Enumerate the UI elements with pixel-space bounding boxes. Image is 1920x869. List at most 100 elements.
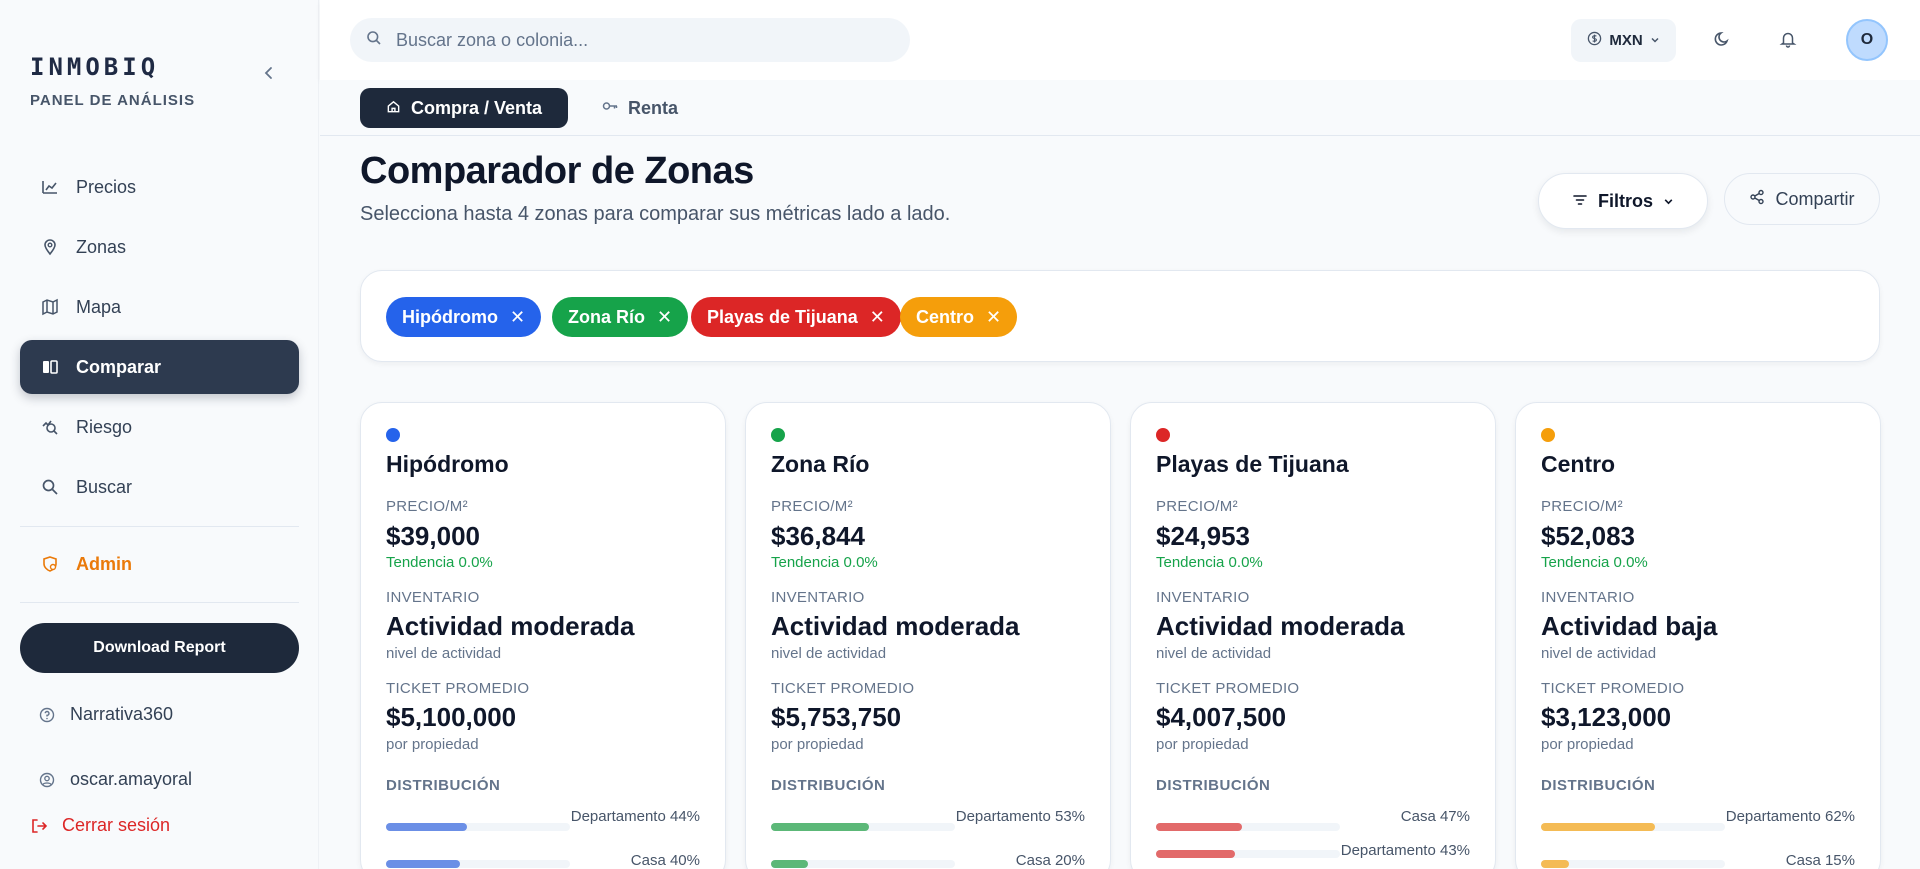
selected-zones-box: Hipódromo ✕ Zona Río ✕ Playas de Tijuana… <box>360 270 1880 362</box>
brand-logo: INMOBIQ <box>30 53 160 81</box>
price-value: $24,953 <box>1156 521 1250 551</box>
trend-value: Tendencia 0.0% <box>1541 554 1648 571</box>
inventory-note: nivel de actividad <box>1156 645 1272 662</box>
inventory-label: INVENTARIO <box>386 589 480 606</box>
filters-button[interactable]: Filtros <box>1538 173 1708 229</box>
close-icon[interactable]: ✕ <box>869 306 885 327</box>
trend-value: Tendencia 0.0% <box>386 554 493 571</box>
download-report-button[interactable]: Download Report <box>20 623 299 673</box>
close-icon[interactable]: ✕ <box>986 306 1002 327</box>
tab-renta[interactable]: Renta <box>582 88 704 128</box>
zone-color-dot <box>771 428 785 442</box>
chart-line-icon <box>40 177 60 197</box>
trend-value: Tendencia 0.0% <box>1156 554 1263 571</box>
sidebar-item-precios[interactable]: Precios <box>20 160 299 214</box>
mode-tabs: Compra / Venta Renta <box>320 80 1920 136</box>
distribution-value: Casa 47% <box>1400 808 1470 825</box>
ticket-note: por propiedad <box>1156 736 1249 753</box>
sidebar-item-zonas[interactable]: Zonas <box>20 220 299 274</box>
inventory-note: nivel de actividad <box>386 645 502 662</box>
logout-label: Cerrar sesión <box>62 815 171 835</box>
zone-card: Playas de Tijuana PRECIO/M² $24,953 Tend… <box>1130 402 1496 869</box>
distribution-bar <box>1541 860 1725 868</box>
tab-label: Compra / Venta <box>411 97 543 118</box>
inventory-value: Actividad baja <box>1541 611 1718 641</box>
sidebar-item-riesgo[interactable]: Riesgo <box>20 400 299 454</box>
currency-selector[interactable]: MXN <box>1571 19 1676 62</box>
close-icon[interactable]: ✕ <box>657 306 673 327</box>
zone-chip-centro[interactable]: Centro ✕ <box>900 297 1018 337</box>
zone-name: Playas de Tijuana <box>1156 451 1349 477</box>
filter-icon <box>1572 191 1588 212</box>
zone-card: Hipódromo PRECIO/M² $39,000 Tendencia 0.… <box>360 402 726 869</box>
distribution-bar-fill <box>1541 860 1569 868</box>
distribution-value: Departamento 43% <box>1340 842 1470 859</box>
tab-compra-venta[interactable]: Compra / Venta <box>360 88 569 128</box>
user-profile[interactable]: oscar.amayoral <box>38 769 192 790</box>
tab-label: Renta <box>628 97 679 118</box>
ticket-value: $4,007,500 <box>1156 702 1287 732</box>
brand-subtitle: PANEL DE ANÁLISIS <box>30 92 196 109</box>
zone-chip-hipodromo[interactable]: Hipódromo ✕ <box>386 297 542 337</box>
distribution-bar <box>1156 850 1340 858</box>
ticket-note: por propiedad <box>386 736 479 753</box>
zone-chip-playas-de-tijuana[interactable]: Playas de Tijuana ✕ <box>691 297 901 337</box>
notifications-bell-icon[interactable] <box>1778 29 1798 49</box>
distribution-bar-fill <box>1156 823 1243 831</box>
zone-chip-zona-rio[interactable]: Zona Río ✕ <box>552 297 689 337</box>
sidebar-item-label: Comparar <box>76 356 162 377</box>
ticket-label: TICKET PROMEDIO <box>1541 680 1685 697</box>
inventory-label: INVENTARIO <box>1156 589 1250 606</box>
search-icon <box>366 30 382 51</box>
sidebar-item-label: Mapa <box>76 296 122 317</box>
dark-mode-toggle-icon[interactable] <box>1712 29 1732 49</box>
price-label: PRECIO/M² <box>771 498 853 515</box>
collapse-sidebar-icon[interactable] <box>262 66 278 82</box>
search-bar[interactable] <box>350 18 910 62</box>
inventory-label: INVENTARIO <box>771 589 865 606</box>
sidebar-item-comparar[interactable]: Comparar <box>20 340 299 394</box>
search-input[interactable] <box>396 29 876 51</box>
narrativa-link[interactable]: Narrativa360 <box>38 704 173 725</box>
sidebar-item-admin[interactable]: Admin <box>20 537 299 591</box>
sidebar-divider <box>20 602 299 603</box>
zone-card: Zona Río PRECIO/M² $36,844 Tendencia 0.0… <box>745 402 1111 869</box>
zone-name: Zona Río <box>771 451 870 477</box>
distribution-value: Casa 40% <box>630 852 700 869</box>
distribution-bar <box>771 860 955 868</box>
share-button[interactable]: Compartir <box>1724 173 1880 225</box>
share-icon <box>1749 189 1765 210</box>
distribution-label: DISTRIBUCIÓN <box>386 777 501 794</box>
distribution-label: DISTRIBUCIÓN <box>1156 777 1271 794</box>
sidebar-item-mapa[interactable]: Mapa <box>20 280 299 334</box>
sidebar-item-label: Admin <box>76 553 132 574</box>
inventory-value: Actividad moderada <box>771 611 1020 641</box>
ticket-value: $3,123,000 <box>1541 702 1672 732</box>
search-icon <box>40 477 60 497</box>
admin-shield-icon <box>40 554 60 574</box>
price-label: PRECIO/M² <box>386 498 468 515</box>
page-title: Comparador de Zonas <box>360 150 754 192</box>
avatar[interactable]: O <box>1846 19 1888 61</box>
sidebar-item-buscar[interactable]: Buscar <box>20 460 299 514</box>
price-label: PRECIO/M² <box>1156 498 1238 515</box>
sidebar-divider <box>20 526 299 527</box>
sidebar-item-label: Buscar <box>76 476 133 497</box>
map-pin-icon <box>40 237 60 257</box>
price-label: PRECIO/M² <box>1541 498 1623 515</box>
distribution-bar-fill <box>1156 850 1236 858</box>
close-icon[interactable]: ✕ <box>510 306 526 327</box>
trend-value: Tendencia 0.0% <box>771 554 878 571</box>
distribution-value: Departamento 53% <box>955 808 1085 825</box>
inventory-value: Actividad moderada <box>1156 611 1405 641</box>
ticket-value: $5,100,000 <box>386 702 517 732</box>
price-value: $36,844 <box>771 521 865 551</box>
logout-button[interactable]: Cerrar sesión <box>30 815 170 836</box>
chip-label: Centro <box>916 306 974 327</box>
distribution-bar <box>771 823 955 831</box>
inventory-note: nivel de actividad <box>1541 645 1657 662</box>
user-name: oscar.amayoral <box>70 769 193 789</box>
compare-icon <box>40 357 60 377</box>
distribution-bar <box>386 860 570 868</box>
distribution-bar-fill <box>1541 823 1656 831</box>
